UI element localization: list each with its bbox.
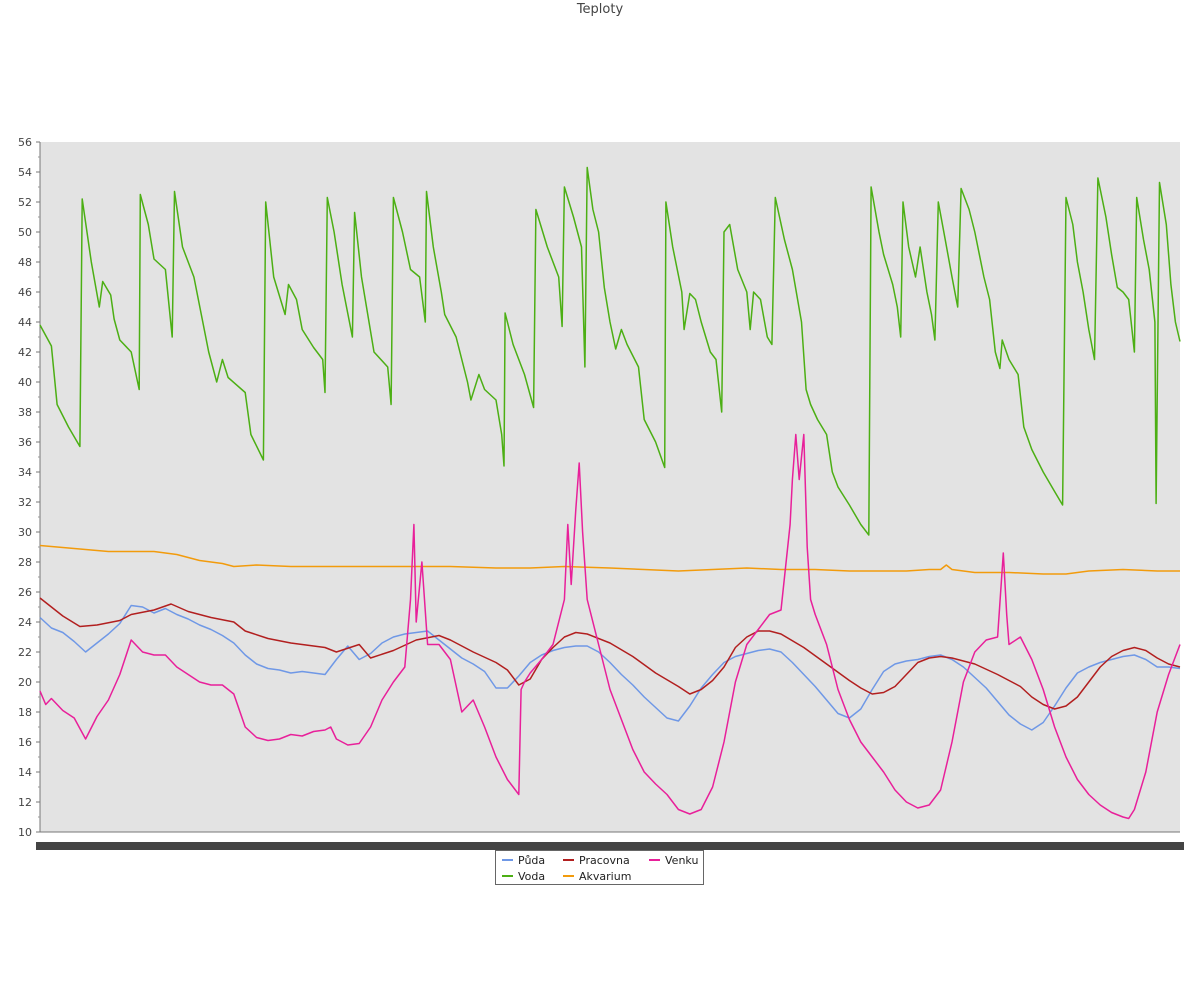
legend-label-voda: Voda	[518, 870, 546, 883]
y-axis: 10 12 14 16 18 20 22 24 26 28 30 32 34 36 38 40 42 44 46 48…	[18, 136, 41, 839]
y-tick-label: 52	[18, 196, 32, 209]
legend-item-akvarium: Akvarium	[563, 870, 631, 884]
y-tick-label: 16	[18, 736, 32, 749]
x-axis	[36, 831, 1184, 850]
legend-label-puda: Půda	[518, 854, 546, 867]
y-tick-label: 24	[18, 616, 32, 629]
y-tick-label: 38	[18, 406, 32, 419]
legend-swatch-pracovna	[563, 859, 574, 861]
legend-item-puda: Půda	[502, 854, 545, 868]
legend-item-voda: Voda	[502, 870, 545, 884]
legend-item-venku: Venku	[649, 854, 698, 868]
y-tick-label: 30	[18, 526, 32, 539]
y-tick-label: 42	[18, 346, 32, 359]
legend-label-pracovna: Pracovna	[579, 854, 630, 867]
legend: Půda Pracovna Venku Voda Akvarium	[495, 850, 704, 885]
y-tick-label: 34	[18, 466, 32, 479]
plot-area	[40, 142, 1180, 832]
x-tick-labels-band	[36, 842, 1184, 850]
y-tick-label: 28	[18, 556, 32, 569]
legend-swatch-venku	[649, 859, 660, 861]
y-tick-label: 12	[18, 796, 32, 809]
series-line-akvarium	[39, 544, 1180, 575]
legend-swatch-voda	[502, 875, 513, 877]
series-line-venku	[39, 433, 1181, 820]
y-tick-label: 44	[18, 316, 32, 329]
y-tick-label: 56	[18, 136, 32, 149]
series-line-pracovna	[39, 597, 1181, 710]
y-tick-label: 14	[18, 766, 32, 779]
legend-label-akvarium: Akvarium	[579, 870, 632, 883]
series-group	[39, 166, 1181, 820]
y-tick-label: 18	[18, 706, 32, 719]
y-tick-label: 10	[18, 826, 32, 839]
legend-swatch-puda	[502, 859, 513, 861]
y-tick-label: 40	[18, 376, 32, 389]
y-tick-label: 54	[18, 166, 32, 179]
y-tick-label: 50	[18, 226, 32, 239]
legend-label-venku: Venku	[665, 854, 699, 867]
legend-item-pracovna: Pracovna	[563, 854, 630, 868]
series-line-puda	[39, 604, 1181, 731]
y-tick-label: 20	[18, 676, 32, 689]
y-tick-label: 36	[18, 436, 32, 449]
y-tick-label: 48	[18, 256, 32, 269]
y-tick-label: 26	[18, 586, 32, 599]
y-tick-label: 32	[18, 496, 32, 509]
series-line-voda	[39, 166, 1181, 536]
y-tick-label: 46	[18, 286, 32, 299]
chart-title: Teploty	[576, 2, 624, 17]
y-tick-label: 22	[18, 646, 32, 659]
legend-swatch-akvarium	[563, 875, 574, 877]
